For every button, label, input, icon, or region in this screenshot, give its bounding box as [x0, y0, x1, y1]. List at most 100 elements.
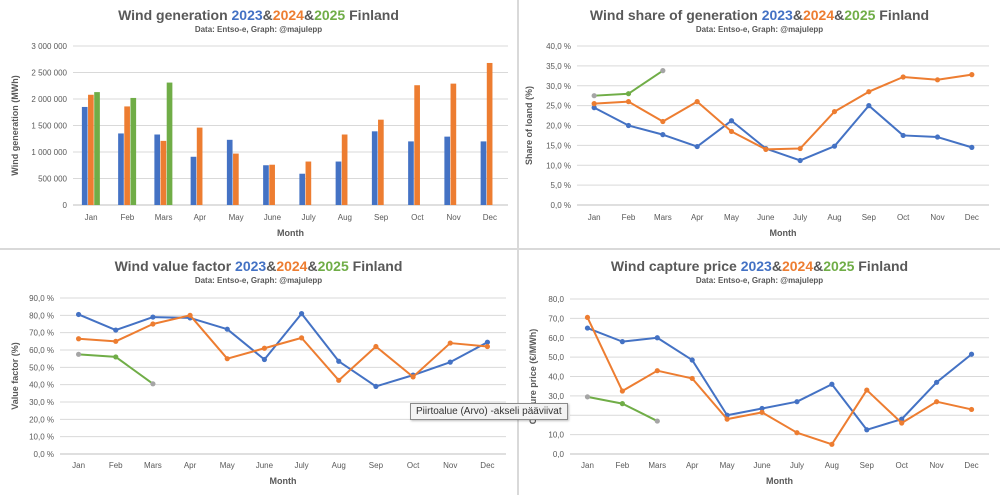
y-tick-label: 40,0 %	[29, 381, 54, 390]
point-2024-feb	[619, 388, 625, 394]
point-2024-nov	[934, 399, 940, 405]
line-series-2025	[587, 395, 658, 422]
x-tick-label: June	[264, 213, 282, 222]
x-tick-label: June	[256, 461, 274, 470]
title-part-y2: 2024	[803, 7, 834, 23]
point-2023-nov	[934, 379, 940, 385]
x-tick-label: July	[294, 461, 308, 470]
point-2024-mars	[150, 321, 156, 327]
bar-2024-mars	[160, 140, 167, 205]
x-tick-label: Jan	[581, 461, 594, 470]
y-tick-label: 10,0	[548, 431, 564, 440]
x-tick-label: Aug	[338, 213, 352, 222]
point-2024-apr	[689, 375, 695, 382]
point-2025-feb	[619, 401, 625, 407]
point-2025-feb	[113, 354, 119, 360]
y-axis-label: Share of loand (%)	[524, 86, 534, 165]
chart-svg-capture-price: Wind capture price 2023&2024&2025 Finlan…	[528, 258, 989, 486]
y-tick-label: 10,0 %	[29, 433, 54, 442]
x-tick-label: Mars	[648, 461, 666, 470]
point-2024-may	[224, 356, 230, 362]
bar-2023-jan	[81, 106, 88, 205]
point-2023-aug	[829, 381, 835, 387]
x-axis-label: Month	[766, 476, 793, 486]
x-tick-label: Nov	[443, 461, 457, 470]
line-series-2024	[586, 316, 972, 446]
title-part-y2: 2024	[782, 258, 813, 274]
x-tick-label: Aug	[332, 461, 346, 470]
bar-2024-feb	[124, 106, 130, 205]
point-2024-july	[797, 145, 803, 152]
point-2023-sep	[866, 103, 872, 109]
x-tick-label: Jan	[85, 213, 98, 222]
title-part-suffix: Finland	[875, 7, 929, 23]
point-2024-aug	[336, 377, 342, 383]
x-tick-label: Sep	[369, 461, 384, 470]
bar-2023-june	[263, 165, 269, 205]
bar-2025-jan	[94, 92, 100, 205]
chart-subtitle: Data: Entso-e, Graph: @majulepp	[696, 276, 823, 285]
x-tick-label: May	[720, 461, 735, 470]
point-2024-nov	[447, 340, 453, 346]
bar-2023-dec	[480, 141, 487, 205]
chart-title: Wind capture price 2023&2024&2025 Finlan…	[611, 258, 908, 274]
chart-svg-value-factor: Wind value factor 2023&2024&2025 Finland…	[10, 258, 506, 486]
point-2024-feb	[113, 338, 119, 344]
y-tick-label: 30,0 %	[29, 398, 54, 407]
x-tick-label: Aug	[825, 461, 839, 470]
x-tick-label: Mars	[144, 461, 162, 470]
point-2023-jan	[584, 325, 591, 331]
point-2023-july	[298, 311, 305, 317]
title-part-sep1: &	[772, 258, 782, 274]
y-tick-label: 1 000 000	[31, 148, 67, 157]
x-tick-label: Jan	[72, 461, 85, 470]
y-tick-label: 15,0 %	[546, 141, 571, 150]
line-series-2023	[78, 312, 488, 388]
bar-2024-july	[305, 161, 312, 205]
point-2023-may	[224, 326, 230, 332]
point-2023-nov	[934, 134, 941, 140]
point-2025-mars	[660, 68, 666, 74]
y-tick-label: 80,0 %	[29, 311, 54, 320]
title-part-y1: 2023	[741, 258, 772, 274]
x-tick-label: July	[302, 213, 316, 222]
point-2024-dec	[484, 343, 491, 350]
point-2023-jan	[75, 311, 82, 318]
x-tick-label: Oct	[895, 461, 908, 470]
title-part-y3: 2025	[318, 258, 349, 274]
x-tick-label: June	[753, 461, 771, 470]
title-part-y2: 2024	[273, 7, 304, 23]
x-tick-label: Mars	[155, 213, 173, 222]
title-part-suffix: Finland	[349, 258, 403, 274]
chart-subtitle: Data: Entso-e, Graph: @majulepp	[195, 276, 322, 285]
y-tick-label: 5,0 %	[551, 181, 571, 190]
point-2024-aug	[831, 108, 838, 115]
point-2023-oct	[900, 132, 906, 139]
y-tick-label: 90,0 %	[29, 294, 54, 303]
point-2024-sep	[866, 89, 872, 95]
chart-svg-wind-share: Wind share of generation 2023&2024&2025 …	[524, 7, 989, 238]
x-tick-label: Feb	[622, 213, 636, 222]
title-part-sep1: &	[793, 7, 803, 23]
line-series-2024	[78, 314, 488, 382]
y-tick-label: 0,0	[553, 450, 565, 459]
x-tick-label: Apr	[184, 461, 197, 470]
bar-2023-sep	[371, 131, 378, 205]
point-2023-aug	[336, 358, 342, 364]
point-2024-sep	[373, 343, 379, 350]
point-2025-mars	[150, 381, 156, 387]
bar-2023-nov	[444, 136, 451, 205]
point-2025-jan	[591, 93, 597, 99]
x-tick-label: July	[793, 213, 807, 222]
title-part-y3: 2025	[314, 7, 345, 23]
bar-2023-apr	[190, 156, 197, 205]
y-tick-label: 500 000	[38, 175, 67, 184]
x-axis-label: Month	[277, 228, 304, 238]
y-tick-label: 1 500 000	[31, 122, 67, 131]
y-tick-label: 80,0	[548, 295, 564, 304]
y-tick-label: 20,0 %	[29, 415, 54, 424]
x-tick-label: May	[724, 213, 739, 222]
x-tick-label: Dec	[480, 461, 494, 470]
chart-panel-wind-generation: Wind generation 2023&2024&2025 Finland Da…	[0, 0, 517, 248]
point-2023-jan	[591, 105, 597, 111]
